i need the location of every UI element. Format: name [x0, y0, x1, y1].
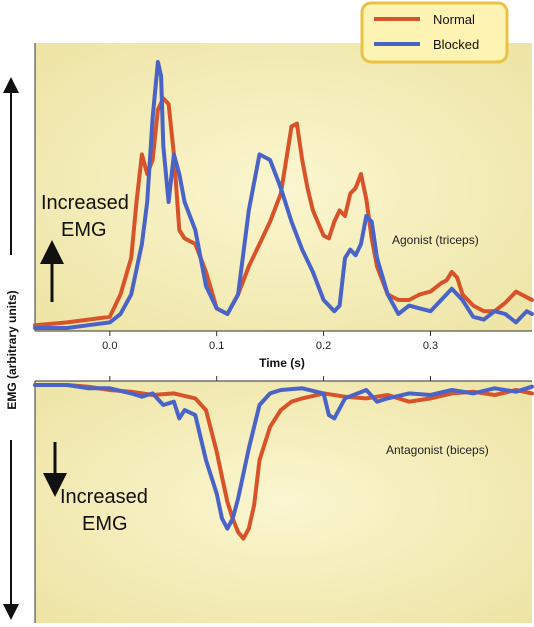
agonist-label: Agonist (triceps)	[392, 233, 479, 247]
agonist-blocked-line	[33, 60, 534, 330]
legend: Normal Blocked	[360, 1, 509, 64]
agonist-arrow-label-line1: Increased	[41, 192, 129, 214]
antagonist-panel-background	[35, 381, 532, 623]
x-axis-label: Time (s)	[259, 356, 305, 370]
agonist-normal-line	[33, 96, 534, 328]
antagonist-arrow-label-line1: Increased	[60, 486, 148, 508]
antagonist-arrow-label-line2: EMG	[82, 513, 128, 535]
x-tick-label-1: 0.1	[209, 340, 224, 352]
x-tick-label-2: 0.2	[316, 340, 331, 352]
legend-blocked-label: Blocked	[433, 37, 479, 52]
x-tick-label-0: 0.0	[102, 340, 117, 352]
y-axis-label: EMG (arbitrary units)	[5, 290, 19, 409]
antagonist-blocked-line	[33, 383, 534, 531]
antagonist-label: Antagonist (biceps)	[386, 443, 489, 457]
agonist-arrow-label-line2: EMG	[61, 219, 107, 241]
agonist-x-ticks	[109, 331, 431, 336]
legend-normal-label: Normal	[433, 12, 475, 27]
antagonist-normal-line	[33, 383, 534, 541]
x-tick-label-3: 0.3	[423, 340, 438, 352]
x-tick-labels: 0.0 0.1 0.2 0.3	[102, 340, 438, 352]
antagonist-x-ticks	[109, 376, 431, 381]
